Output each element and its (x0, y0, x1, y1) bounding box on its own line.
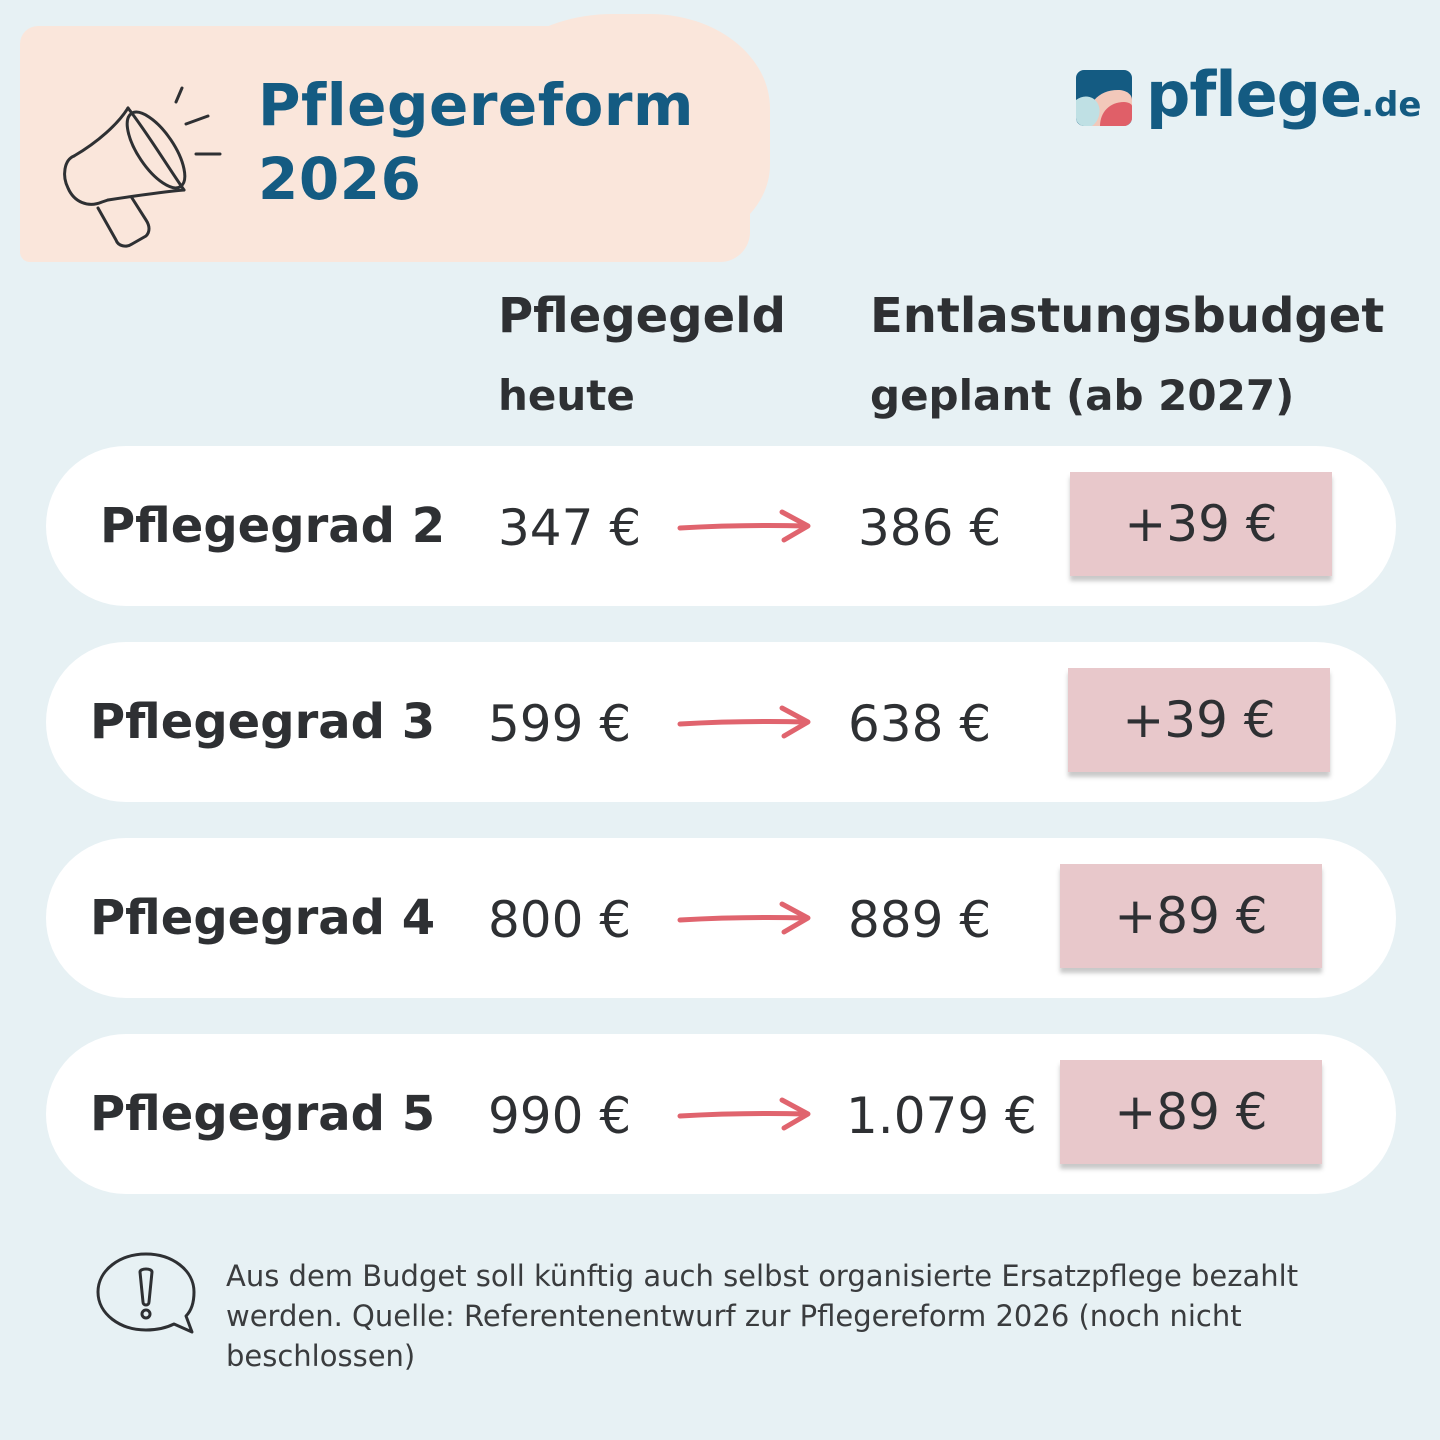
row-increase-badge: +39 € (1070, 472, 1332, 576)
row-label: Pflegegrad 4 (90, 890, 436, 946)
arrow-right-icon (677, 509, 811, 543)
arrow-right-icon (677, 1097, 811, 1131)
row-value-today: 599 € (488, 695, 632, 753)
column-header-entlastungsbudget-subtitle: geplant (ab 2027) (870, 371, 1295, 420)
megaphone-icon (63, 86, 222, 248)
row-label: Pflegegrad 5 (90, 1086, 436, 1142)
title-line-1: Pflegereform (258, 71, 694, 139)
notice-text: Aus dem Budget soll künftig auch selbst … (226, 1259, 1299, 1373)
arrow-right-icon (677, 705, 811, 739)
table-row-pflegegrad-4: Pflegegrad 4 800 € 889 € +89 € (46, 838, 1396, 998)
column-header-pflegegeld-subtitle: heute (498, 371, 635, 420)
table-row-pflegegrad-3: Pflegegrad 3 599 € 638 € +39 € (46, 642, 1396, 802)
row-label: Pflegegrad 2 (100, 498, 446, 554)
row-increase-badge: +39 € (1068, 668, 1330, 772)
column-header-entlastungsbudget-title: Entlastungsbudget (870, 288, 1385, 344)
row-label: Pflegegrad 3 (90, 694, 436, 750)
table-row-pflegegrad-2: Pflegegrad 2 347 € 386 € +39 € (46, 446, 1396, 606)
logo-mark-icon (1076, 70, 1132, 126)
row-value-planned: 638 € (848, 695, 992, 753)
title-line-2: 2026 (258, 145, 422, 213)
arrow-right-icon (677, 901, 811, 935)
row-increase-badge: +89 € (1060, 1060, 1322, 1164)
title-banner-edge (470, 14, 770, 250)
column-header-entlastungsbudget: Entlastungsbudget geplant (ab 2027) (870, 286, 1384, 426)
row-value-planned: 889 € (848, 891, 992, 949)
column-header-pflegegeld-title: Pflegegeld (498, 288, 786, 344)
table-row-pflegegrad-5: Pflegegrad 5 990 € 1.079 € +89 € (46, 1034, 1396, 1194)
row-value-planned: 386 € (858, 499, 1002, 557)
page-title: Pflegereform 2026 (258, 68, 694, 216)
logo-name: pflege (1146, 58, 1362, 131)
column-header-pflegegeld: Pflegegeld heute (498, 286, 786, 426)
logo-tld: .de (1361, 85, 1422, 125)
row-value-today: 800 € (488, 891, 632, 949)
row-value-today: 990 € (488, 1087, 632, 1145)
row-value-today: 347 € (498, 499, 642, 557)
row-value-planned: 1.079 € (846, 1087, 1037, 1145)
logo-wordmark: pflege.de (1146, 58, 1421, 131)
row-increase-badge: +89 € (1060, 864, 1322, 968)
brand-logo[interactable]: pflege.de (1076, 58, 1421, 146)
exclamation-speech-bubble-icon (96, 1252, 196, 1334)
